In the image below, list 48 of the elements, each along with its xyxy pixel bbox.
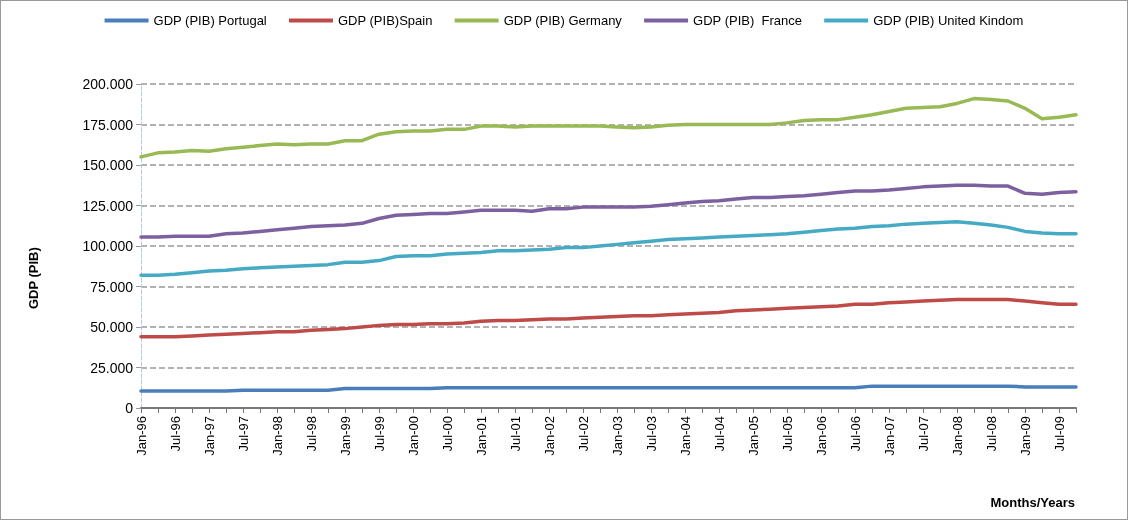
x-tick-label: Jan-03 — [609, 416, 625, 456]
x-tick-label: Jan-07 — [881, 416, 897, 456]
y-axis-title: GDP (PIB) — [26, 247, 41, 310]
line-series — [139, 183, 1078, 239]
x-tick-label: Jul-08 — [983, 416, 999, 452]
x-tick-label: Jul-04 — [711, 416, 727, 452]
x-tick-label: Jan-99 — [337, 416, 353, 456]
x-tick-label: Jan-98 — [269, 416, 285, 456]
line-series — [139, 297, 1078, 339]
x-tick-label: Jul-02 — [575, 416, 591, 452]
legend-label: GDP (PIB) France — [693, 13, 802, 28]
x-tick-label: Jul-96 — [167, 416, 183, 452]
x-tick-label: Jan-08 — [949, 416, 965, 456]
y-tick-label: 0 — [125, 400, 134, 416]
x-tick-label: Jan-01 — [473, 416, 489, 456]
legend-label: GDP (PIB) United Kindom — [873, 13, 1024, 28]
x-tick-label: Jan-00 — [405, 416, 421, 456]
x-tick-label: Jul-99 — [371, 416, 387, 452]
x-tick-label: Jan-02 — [541, 416, 557, 456]
y-tick-label: 75.000 — [90, 278, 134, 295]
x-tick-label: Jan-05 — [745, 416, 761, 456]
y-tick-label: 50.000 — [90, 319, 134, 335]
x-tick-label: Jan-09 — [1017, 416, 1033, 456]
x-tick-label: Jan-97 — [201, 416, 217, 456]
y-tick-label: 100.000 — [82, 238, 134, 254]
y-tick-label: 175.000 — [82, 116, 134, 133]
legend-label: GDP (PIB) Portugal — [153, 13, 267, 28]
legend-label: GDP (PIB)Spain — [337, 13, 433, 28]
x-tick-label: Jul-03 — [643, 416, 659, 452]
x-tick-label: Jul-07 — [915, 416, 931, 452]
x-tick-label: Jan-96 — [133, 416, 149, 456]
x-axis-title: Months/Years — [990, 495, 1076, 510]
y-tick-label: 25.000 — [90, 359, 134, 376]
x-tick-label: Jul-97 — [235, 416, 251, 452]
x-tick-label: Jul-05 — [779, 416, 795, 452]
line-series — [139, 219, 1078, 277]
x-tick-label: Jul-00 — [439, 416, 455, 452]
x-tick-label: Jul-09 — [1051, 416, 1067, 452]
x-tick-label: Jul-01 — [507, 416, 523, 452]
y-tick-label: 125.000 — [82, 197, 134, 214]
x-tick-label: Jan-04 — [677, 416, 693, 456]
y-tick-label: 200.000 — [82, 76, 134, 92]
x-tick-label: Jan-06 — [813, 416, 829, 456]
line-series — [139, 96, 1078, 159]
y-tick-label: 150.000 — [82, 157, 134, 173]
x-tick-label: Jul-06 — [847, 416, 863, 452]
legend-label: GDP (PIB) Germany — [503, 13, 623, 28]
x-tick-label: Jul-98 — [303, 416, 319, 452]
